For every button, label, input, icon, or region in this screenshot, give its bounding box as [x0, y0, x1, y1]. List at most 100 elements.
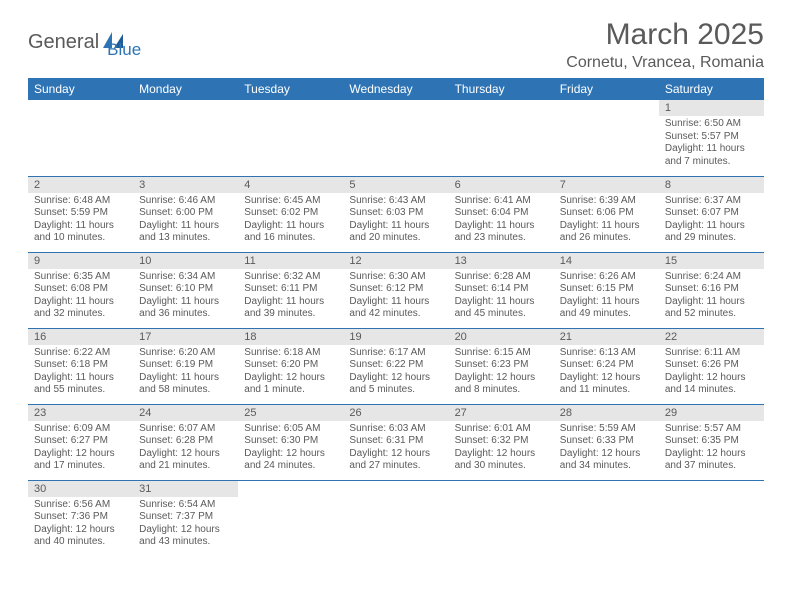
calendar-cell — [238, 480, 343, 556]
daylight-text: Daylight: 11 hours and 36 minutes. — [139, 296, 232, 321]
day-number: 28 — [554, 405, 659, 421]
sunrise-text: Sunrise: 6:24 AM — [665, 271, 758, 284]
sunrise-text: Sunrise: 6:17 AM — [349, 347, 442, 360]
calendar-week-row: 1Sunrise: 6:50 AMSunset: 5:57 PMDaylight… — [28, 100, 764, 176]
sunset-text: Sunset: 6:27 PM — [34, 435, 127, 448]
calendar-cell: 23Sunrise: 6:09 AMSunset: 6:27 PMDayligh… — [28, 404, 133, 480]
daylight-text: Daylight: 11 hours and 23 minutes. — [455, 220, 548, 245]
weekday-header: Tuesday — [238, 78, 343, 100]
calendar-cell: 1Sunrise: 6:50 AMSunset: 5:57 PMDaylight… — [659, 100, 764, 176]
sunrise-text: Sunrise: 6:46 AM — [139, 195, 232, 208]
day-details: Sunrise: 6:56 AMSunset: 7:36 PMDaylight:… — [28, 497, 133, 553]
sunset-text: Sunset: 6:32 PM — [455, 435, 548, 448]
day-details: Sunrise: 6:26 AMSunset: 6:15 PMDaylight:… — [554, 269, 659, 325]
calendar-cell: 9Sunrise: 6:35 AMSunset: 6:08 PMDaylight… — [28, 252, 133, 328]
weekday-header: Thursday — [449, 78, 554, 100]
sunset-text: Sunset: 6:07 PM — [665, 207, 758, 220]
calendar-week-row: 9Sunrise: 6:35 AMSunset: 6:08 PMDaylight… — [28, 252, 764, 328]
day-details: Sunrise: 6:54 AMSunset: 7:37 PMDaylight:… — [133, 497, 238, 553]
day-number: 14 — [554, 253, 659, 269]
day-details: Sunrise: 5:57 AMSunset: 6:35 PMDaylight:… — [659, 421, 764, 477]
calendar-cell: 26Sunrise: 6:03 AMSunset: 6:31 PMDayligh… — [343, 404, 448, 480]
sunset-text: Sunset: 6:30 PM — [244, 435, 337, 448]
day-number: 7 — [554, 177, 659, 193]
page: General Blue March 2025 Cornetu, Vrancea… — [0, 0, 792, 556]
sunrise-text: Sunrise: 6:39 AM — [560, 195, 653, 208]
sunrise-text: Sunrise: 6:20 AM — [139, 347, 232, 360]
calendar-cell: 19Sunrise: 6:17 AMSunset: 6:22 PMDayligh… — [343, 328, 448, 404]
day-number: 27 — [449, 405, 554, 421]
logo-text-blue: Blue — [107, 24, 141, 60]
sunrise-text: Sunrise: 6:26 AM — [560, 271, 653, 284]
sunrise-text: Sunrise: 6:34 AM — [139, 271, 232, 284]
sunrise-text: Sunrise: 6:41 AM — [455, 195, 548, 208]
weekday-header: Friday — [554, 78, 659, 100]
day-number: 10 — [133, 253, 238, 269]
weekday-header: Monday — [133, 78, 238, 100]
day-number: 5 — [343, 177, 448, 193]
calendar-cell — [554, 100, 659, 176]
calendar-cell: 10Sunrise: 6:34 AMSunset: 6:10 PMDayligh… — [133, 252, 238, 328]
day-details: Sunrise: 6:34 AMSunset: 6:10 PMDaylight:… — [133, 269, 238, 325]
day-details: Sunrise: 6:32 AMSunset: 6:11 PMDaylight:… — [238, 269, 343, 325]
daylight-text: Daylight: 12 hours and 21 minutes. — [139, 448, 232, 473]
title-block: March 2025 Cornetu, Vrancea, Romania — [566, 18, 764, 72]
sunset-text: Sunset: 5:57 PM — [665, 131, 758, 144]
day-details: Sunrise: 6:07 AMSunset: 6:28 PMDaylight:… — [133, 421, 238, 477]
sunrise-text: Sunrise: 6:13 AM — [560, 347, 653, 360]
weekday-header-row: Sunday Monday Tuesday Wednesday Thursday… — [28, 78, 764, 100]
calendar-week-row: 16Sunrise: 6:22 AMSunset: 6:18 PMDayligh… — [28, 328, 764, 404]
day-details: Sunrise: 6:45 AMSunset: 6:02 PMDaylight:… — [238, 193, 343, 249]
calendar-cell: 12Sunrise: 6:30 AMSunset: 6:12 PMDayligh… — [343, 252, 448, 328]
sunrise-text: Sunrise: 6:11 AM — [665, 347, 758, 360]
day-details: Sunrise: 6:28 AMSunset: 6:14 PMDaylight:… — [449, 269, 554, 325]
day-number: 1 — [659, 100, 764, 116]
sunrise-text: Sunrise: 6:22 AM — [34, 347, 127, 360]
weekday-header: Saturday — [659, 78, 764, 100]
sunrise-text: Sunrise: 6:45 AM — [244, 195, 337, 208]
sunrise-text: Sunrise: 6:43 AM — [349, 195, 442, 208]
day-details: Sunrise: 5:59 AMSunset: 6:33 PMDaylight:… — [554, 421, 659, 477]
day-details: Sunrise: 6:03 AMSunset: 6:31 PMDaylight:… — [343, 421, 448, 477]
sunrise-text: Sunrise: 6:48 AM — [34, 195, 127, 208]
calendar-week-row: 23Sunrise: 6:09 AMSunset: 6:27 PMDayligh… — [28, 404, 764, 480]
calendar-cell — [554, 480, 659, 556]
calendar-cell: 18Sunrise: 6:18 AMSunset: 6:20 PMDayligh… — [238, 328, 343, 404]
sunset-text: Sunset: 6:10 PM — [139, 283, 232, 296]
calendar-cell — [343, 100, 448, 176]
day-details: Sunrise: 6:11 AMSunset: 6:26 PMDaylight:… — [659, 345, 764, 401]
daylight-text: Daylight: 12 hours and 27 minutes. — [349, 448, 442, 473]
daylight-text: Daylight: 11 hours and 52 minutes. — [665, 296, 758, 321]
daylight-text: Daylight: 11 hours and 55 minutes. — [34, 372, 127, 397]
day-details: Sunrise: 6:13 AMSunset: 6:24 PMDaylight:… — [554, 345, 659, 401]
daylight-text: Daylight: 11 hours and 42 minutes. — [349, 296, 442, 321]
sunrise-text: Sunrise: 6:56 AM — [34, 499, 127, 512]
calendar-cell: 27Sunrise: 6:01 AMSunset: 6:32 PMDayligh… — [449, 404, 554, 480]
day-number: 25 — [238, 405, 343, 421]
day-details: Sunrise: 6:41 AMSunset: 6:04 PMDaylight:… — [449, 193, 554, 249]
day-number: 13 — [449, 253, 554, 269]
day-details: Sunrise: 6:18 AMSunset: 6:20 PMDaylight:… — [238, 345, 343, 401]
day-number: 22 — [659, 329, 764, 345]
day-details: Sunrise: 6:46 AMSunset: 6:00 PMDaylight:… — [133, 193, 238, 249]
sunset-text: Sunset: 6:28 PM — [139, 435, 232, 448]
daylight-text: Daylight: 12 hours and 5 minutes. — [349, 372, 442, 397]
calendar-cell: 20Sunrise: 6:15 AMSunset: 6:23 PMDayligh… — [449, 328, 554, 404]
sunset-text: Sunset: 6:03 PM — [349, 207, 442, 220]
sunset-text: Sunset: 7:37 PM — [139, 511, 232, 524]
calendar-cell: 7Sunrise: 6:39 AMSunset: 6:06 PMDaylight… — [554, 176, 659, 252]
sunrise-text: Sunrise: 6:28 AM — [455, 271, 548, 284]
daylight-text: Daylight: 11 hours and 58 minutes. — [139, 372, 232, 397]
sunrise-text: Sunrise: 6:54 AM — [139, 499, 232, 512]
sunset-text: Sunset: 6:33 PM — [560, 435, 653, 448]
calendar-cell — [28, 100, 133, 176]
day-number: 2 — [28, 177, 133, 193]
sunrise-text: Sunrise: 6:15 AM — [455, 347, 548, 360]
calendar-cell — [238, 100, 343, 176]
daylight-text: Daylight: 11 hours and 10 minutes. — [34, 220, 127, 245]
day-number: 9 — [28, 253, 133, 269]
sunrise-text: Sunrise: 6:03 AM — [349, 423, 442, 436]
daylight-text: Daylight: 11 hours and 45 minutes. — [455, 296, 548, 321]
calendar-cell — [343, 480, 448, 556]
daylight-text: Daylight: 11 hours and 29 minutes. — [665, 220, 758, 245]
